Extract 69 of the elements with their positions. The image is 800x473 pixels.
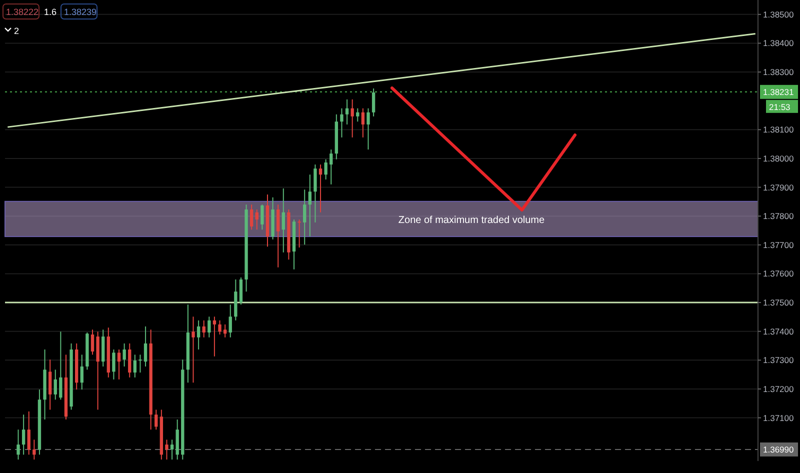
candlestick xyxy=(196,320,200,350)
y-tick-label: 1.37100 xyxy=(763,412,794,423)
annotation: 1.38222 xyxy=(6,7,39,17)
annotation: 2 xyxy=(14,26,20,36)
candlestick xyxy=(32,439,36,460)
candlestick xyxy=(255,208,258,230)
candlestick xyxy=(324,158,328,180)
y-tick-label: 1.37500 xyxy=(763,298,794,308)
y-tick-label: 1.37900 xyxy=(763,182,794,192)
candlestick xyxy=(138,354,142,374)
candlestick xyxy=(318,164,322,213)
candlestick xyxy=(361,108,365,138)
candlestick xyxy=(356,108,360,122)
y-tick-label: 1.37800 xyxy=(763,211,794,222)
candlestick xyxy=(128,342,132,378)
candlestick xyxy=(59,331,62,400)
candlestick xyxy=(154,409,158,430)
candlestick xyxy=(16,429,20,460)
annotation: 1.38239 xyxy=(64,7,97,17)
candlestick xyxy=(314,164,317,223)
y-tick-label: 1.38000 xyxy=(763,153,794,164)
candlestick xyxy=(345,98,349,125)
candlestick xyxy=(48,359,52,410)
candlestick xyxy=(340,108,344,138)
candlestick xyxy=(80,354,84,390)
candlestick xyxy=(372,88,376,117)
candlestick xyxy=(250,204,254,230)
candlestick xyxy=(112,348,116,380)
candlestick xyxy=(366,108,370,150)
candlestick xyxy=(218,320,222,336)
candlestick xyxy=(170,439,174,460)
candlestick xyxy=(223,324,227,338)
candlestick xyxy=(350,98,354,138)
candlestick xyxy=(303,189,306,246)
candlestick xyxy=(239,276,243,306)
candlestick xyxy=(212,316,216,357)
y-tick-label: 1.37700 xyxy=(763,240,794,250)
candlestick xyxy=(165,439,168,460)
candlestick xyxy=(90,329,94,356)
candlestick xyxy=(144,326,148,367)
candlestick xyxy=(298,219,301,248)
ref-line-label: 1.36990 xyxy=(763,444,794,454)
y-tick-label: 1.38500 xyxy=(763,9,794,20)
candlestick xyxy=(308,174,312,238)
annotation: 1.6 xyxy=(44,7,57,17)
candlestick xyxy=(192,316,195,384)
candlestick xyxy=(228,304,232,338)
ref-line-label: 1.38231 xyxy=(763,86,794,97)
candlestick xyxy=(117,348,121,380)
y-tick-label: 1.38100 xyxy=(763,124,794,135)
y-tick-label: 1.37200 xyxy=(763,384,794,394)
y-tick-label: 1.37600 xyxy=(763,268,794,279)
band-label: Zone of maximum traded volume xyxy=(398,214,546,226)
candlestick xyxy=(208,316,211,338)
candlestick xyxy=(133,354,137,378)
candlestick xyxy=(54,369,57,400)
y-tick-label: 1.37300 xyxy=(763,355,794,366)
candlestick xyxy=(330,149,333,185)
candlestick xyxy=(260,204,264,230)
y-tick-label: 1.38300 xyxy=(763,67,794,78)
y-tick-label: 1.37400 xyxy=(763,326,794,336)
candlestick xyxy=(122,342,126,367)
candlestick xyxy=(276,204,280,268)
y-tick-label: 1.38400 xyxy=(763,38,794,48)
candlestick xyxy=(27,410,30,456)
candlestick xyxy=(202,320,206,338)
candlestick xyxy=(22,414,26,456)
candlestick xyxy=(282,188,285,253)
text: 21:53 xyxy=(769,102,791,112)
